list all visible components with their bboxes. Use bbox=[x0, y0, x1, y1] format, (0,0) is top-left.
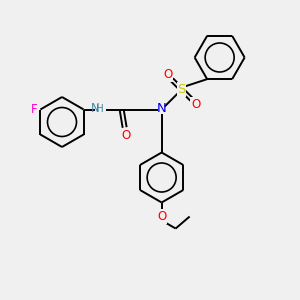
Text: O: O bbox=[191, 98, 200, 111]
Text: O: O bbox=[121, 129, 130, 142]
Text: N: N bbox=[157, 102, 166, 115]
Text: O: O bbox=[163, 68, 172, 81]
Text: O: O bbox=[157, 210, 166, 223]
Text: F: F bbox=[31, 103, 38, 116]
Text: H: H bbox=[96, 103, 104, 113]
Text: S: S bbox=[178, 83, 186, 96]
Text: N: N bbox=[91, 102, 100, 115]
